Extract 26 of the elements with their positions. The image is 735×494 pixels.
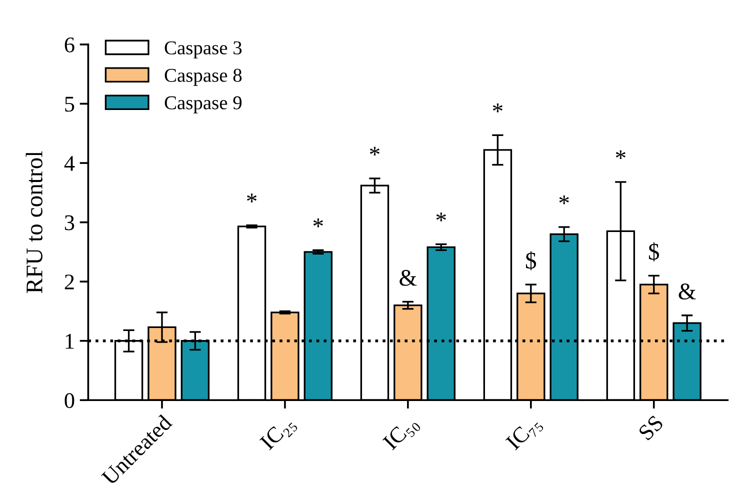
x-tick-label: IC₇₅ [505, 414, 544, 454]
data-label: * [370, 146, 380, 156]
y-tick-label: 5 [65, 96, 74, 112]
data-label: * [616, 150, 626, 160]
x-tick-label: IC₅₀ [382, 414, 422, 454]
legend-label: Caspase 8 [164, 68, 242, 86]
data-label: & [400, 270, 417, 286]
legend-label: Caspase 3 [164, 41, 242, 58]
y-tick-label: 4 [64, 156, 75, 171]
y-tick-label: 2 [64, 274, 74, 290]
legend-label: Caspase 9 [164, 96, 242, 114]
data-label: * [559, 195, 569, 204]
data-label: $ [648, 242, 660, 262]
y-tick-label: 3 [64, 215, 74, 230]
data-label: $ [526, 251, 536, 270]
x-tick-label: SS [638, 414, 664, 441]
y-tick-label: 0 [64, 393, 74, 408]
y-axis-title: RFU to control [26, 151, 42, 294]
data-label: * [436, 212, 446, 222]
y-tick-label: 6 [64, 37, 74, 52]
x-tick-label: IC₂₅ [259, 414, 298, 454]
data-label: * [313, 218, 323, 228]
data-label: * [247, 194, 257, 202]
data-label: & [678, 284, 696, 300]
y-tick-label: 1 [66, 334, 74, 349]
data-label: * [492, 104, 502, 112]
